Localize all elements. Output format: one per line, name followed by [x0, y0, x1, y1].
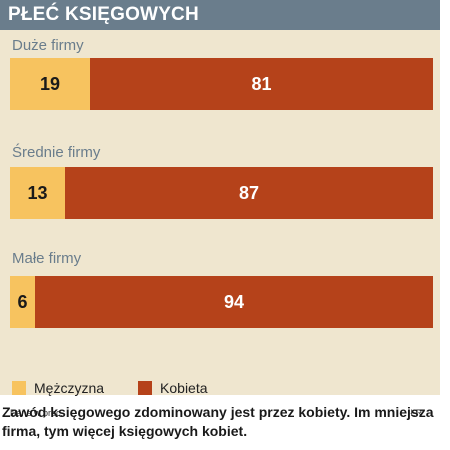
bar-segment-srednie-mezczyzna: 13	[10, 167, 65, 219]
legend-swatch-mezczyzna	[12, 381, 26, 395]
bar-duze: 19 81	[10, 58, 433, 110]
legend-item-kobieta: Kobieta	[138, 380, 208, 396]
bar-segment-duze-mezczyzna: 19	[10, 58, 90, 110]
chart-panel: Duże firmy 19 81 Średnie firmy 13 87 Małe firm…	[0, 30, 440, 418]
legend: Mężczyzna Kobieta	[12, 378, 242, 398]
category-label-male: Małe firmy	[12, 250, 82, 267]
category-label-srednie: Średnie firmy	[12, 144, 101, 161]
bar-segment-male-mezczyzna: 6	[10, 276, 35, 328]
legend-item-mezczyzna: Mężczyzna	[12, 380, 104, 396]
caption: Zawód księgowego zdominowany jest przez …	[2, 404, 434, 439]
legend-label-mezczyzna: Mężczyzna	[34, 380, 105, 396]
category-label-duze: Duże firmy	[12, 37, 84, 54]
source-credit: ŁR	[410, 408, 422, 418]
legend-label-kobieta: Kobieta	[160, 380, 208, 396]
data-label-male-kobieta: 94	[223, 291, 245, 312]
unit-note: Dane w proc.	[10, 408, 64, 418]
bar-male: 6 94	[10, 276, 433, 328]
bar-segment-srednie-kobieta: 87	[65, 167, 433, 219]
data-label-srednie-kobieta: 87	[238, 182, 260, 203]
data-label-male-mezczyzna: 6	[17, 291, 28, 312]
legend-swatch-kobieta	[138, 381, 153, 395]
data-label-srednie-mezczyzna: 13	[27, 182, 48, 203]
chart-title: PŁEĆ KSIĘGOWYCH	[0, 0, 440, 30]
bar-srednie: 13 87	[10, 167, 433, 219]
data-label-duze-mezczyzna: 19	[39, 73, 61, 94]
bar-segment-male-kobieta: 94	[35, 276, 433, 328]
data-label-duze-kobieta: 81	[251, 73, 272, 94]
bar-segment-duze-kobieta: 81	[90, 58, 433, 110]
